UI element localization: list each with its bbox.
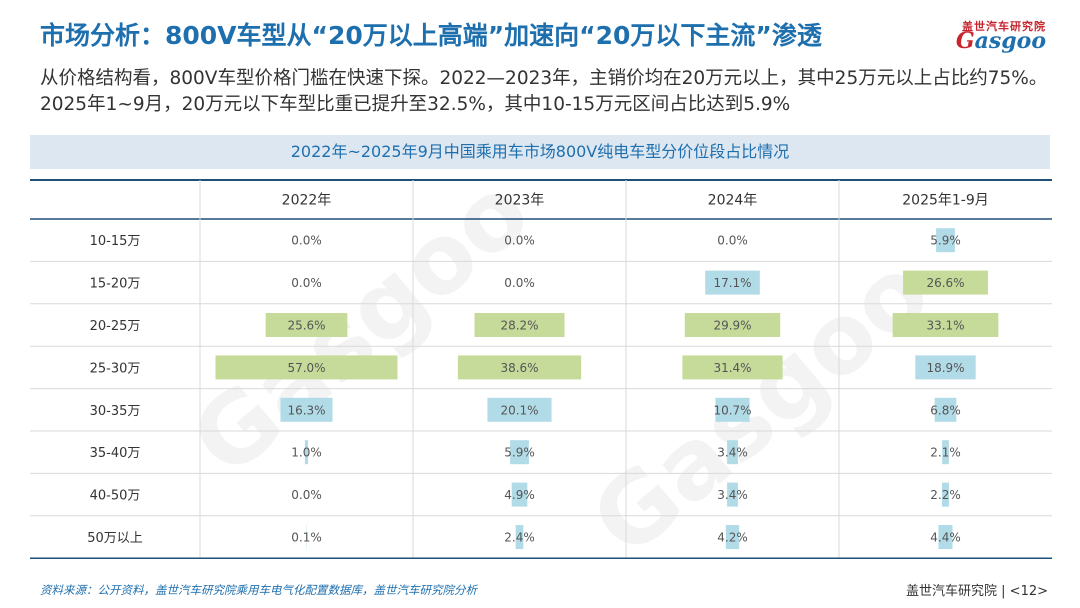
value-label: 33.1% xyxy=(926,319,964,333)
logo-cn: 盖世汽车研究院 xyxy=(962,20,1046,33)
value-label: 4.2% xyxy=(717,531,748,545)
bar-5-1 xyxy=(510,440,529,465)
bar-2-1 xyxy=(474,313,565,337)
bar-3-3 xyxy=(915,355,976,380)
column-header: 2022年 xyxy=(282,193,332,209)
value-label: 2.1% xyxy=(930,446,961,460)
value-label: 3.4% xyxy=(717,488,748,502)
value-label: 0.0% xyxy=(504,234,535,248)
bar-5-0 xyxy=(304,440,309,465)
value-label: 20.1% xyxy=(500,403,538,417)
value-label: 0.0% xyxy=(291,488,322,502)
bar-7-3 xyxy=(938,525,953,549)
row-label: 30-35万 xyxy=(90,404,141,419)
source-note: 资料来源：公开资料，盖世汽车研究院乘用车电气化配置数据库，盖世汽车研究院分析 xyxy=(40,583,477,597)
row-label: 35-40万 xyxy=(90,446,141,461)
bar-4-2 xyxy=(715,397,750,422)
bar-2-2 xyxy=(684,313,781,337)
column-header: 2024年 xyxy=(708,193,758,209)
bar-2-3 xyxy=(892,313,999,337)
value-label: 57.0% xyxy=(287,361,325,375)
value-label: 2.2% xyxy=(930,488,961,502)
footer-brand-name: 盖世汽车研究院 xyxy=(906,584,998,599)
value-label: 0.0% xyxy=(504,276,535,290)
bar-6-3 xyxy=(941,482,950,507)
bar-1-2 xyxy=(705,270,760,295)
value-label: 0.0% xyxy=(291,234,322,248)
bar-7-1 xyxy=(515,525,524,549)
bar-4-1 xyxy=(487,397,552,422)
bar-6-2 xyxy=(727,482,738,507)
value-label: 18.9% xyxy=(926,361,964,375)
value-label: 6.8% xyxy=(930,403,961,417)
value-label: 10.7% xyxy=(713,403,751,417)
chart-title-band: 2022年~2025年9月中国乘用车市场800V纯电车型分价位段占比情况 xyxy=(30,135,1050,169)
page-title: 市场分析：800V车型从“20万以上高端”加速向“20万以下主流”渗透 xyxy=(40,21,822,50)
gasgoo-logo: 盖世汽车研究院 Gasgoo xyxy=(928,18,1046,54)
footer: 资料来源：公开资料，盖世汽车研究院乘用车电气化配置数据库，盖世汽车研究院分析 盖… xyxy=(0,570,1080,608)
footer-brand: 盖世汽车研究院 | <12> xyxy=(906,584,1048,599)
summary-text: 从价格结构看，800V车型价格门槛在快速下探。2022—2023年，主销价均在2… xyxy=(40,68,1048,115)
bar-3-0 xyxy=(215,355,398,380)
value-label: 5.9% xyxy=(504,446,535,460)
bar-7-2 xyxy=(725,525,740,549)
value-label: 5.9% xyxy=(930,234,961,248)
bar-4-3 xyxy=(934,397,957,422)
row-label: 40-50万 xyxy=(90,489,141,504)
value-label: 4.9% xyxy=(504,488,535,502)
bar-4-0 xyxy=(280,397,333,422)
value-label: 38.6% xyxy=(500,361,538,375)
value-label: 31.4% xyxy=(713,361,751,375)
value-label: 28.2% xyxy=(500,319,538,333)
bar-1-3 xyxy=(903,270,988,295)
value-label: 29.9% xyxy=(713,319,751,333)
logo-en: Gasgoo xyxy=(956,28,1046,54)
value-label: 0.1% xyxy=(291,531,322,545)
bar-5-3 xyxy=(942,440,949,465)
row-label: 25-30万 xyxy=(90,361,141,376)
value-label: 2.4% xyxy=(504,531,535,545)
bar-6-1 xyxy=(511,482,528,507)
bar-2-0 xyxy=(265,313,348,337)
value-label: 0.0% xyxy=(291,276,322,290)
row-label: 50万以上 xyxy=(87,531,143,546)
value-label: 1.0% xyxy=(291,446,322,460)
value-label: 17.1% xyxy=(713,276,751,290)
value-label: 4.4% xyxy=(930,531,961,545)
row-label: 10-15万 xyxy=(90,234,141,249)
value-label: 3.4% xyxy=(717,446,748,460)
chart-title: 2022年~2025年9月中国乘用车市场800V纯电车型分价位段占比情况 xyxy=(290,142,790,161)
page-number: <12> xyxy=(1009,584,1048,599)
logo-en-rest: asgoo xyxy=(974,28,1046,54)
logo-en-prefix: G xyxy=(955,28,975,54)
row-label: 20-25万 xyxy=(90,319,141,334)
value-label: 26.6% xyxy=(926,276,964,290)
row-label: 15-20万 xyxy=(90,277,141,292)
bar-5-2 xyxy=(727,440,738,465)
column-header: 2025年1-9月 xyxy=(902,193,989,209)
bar-0-3 xyxy=(936,228,955,253)
value-label: 16.3% xyxy=(287,403,325,417)
value-label: 25.6% xyxy=(287,319,325,333)
column-header: 2023年 xyxy=(495,193,545,209)
price-share-table: 2022年 2023年 2024年 2025年1-9月 10-15万 0.0% 0.0% 0.… xyxy=(30,179,1052,559)
bar-3-2 xyxy=(682,355,783,380)
value-label: 0.0% xyxy=(717,234,748,248)
bar-3-1 xyxy=(457,355,582,380)
